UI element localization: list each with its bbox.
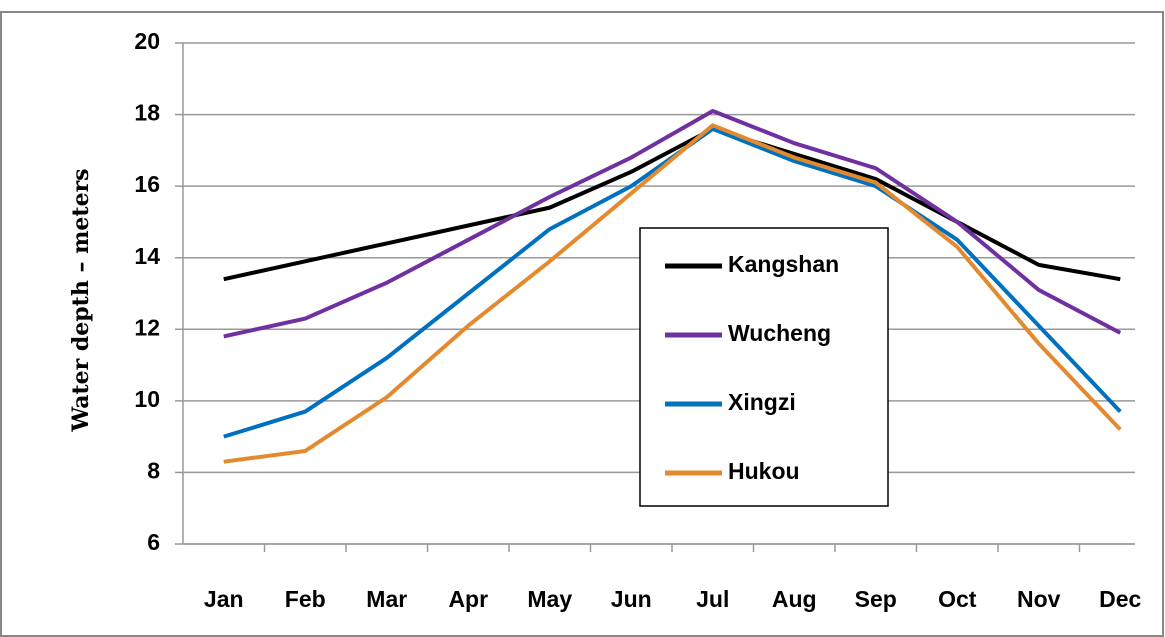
x-tick-label: Feb <box>285 586 326 612</box>
legend-label: Kangshan <box>728 251 839 277</box>
x-tick-label: Apr <box>448 586 488 612</box>
legend-label: Wucheng <box>728 320 831 346</box>
y-tick-label: 14 <box>134 243 160 269</box>
x-tick-label: Jun <box>611 586 652 612</box>
line-series <box>223 123 1122 464</box>
x-tick-label: May <box>527 586 572 612</box>
legend-label: Xingzi <box>728 389 796 415</box>
x-tick-label: Jan <box>204 586 244 612</box>
x-tick-label: Oct <box>938 586 977 612</box>
x-tick-label: Sep <box>855 586 897 612</box>
y-tick-label: 20 <box>134 28 160 54</box>
y-tick-label: 12 <box>134 314 160 340</box>
y-tick-label: 18 <box>134 100 160 126</box>
y-axis-label: Water depth – meters <box>68 168 94 432</box>
line-series <box>223 126 1121 282</box>
legend-box <box>639 227 889 507</box>
frame <box>0 11 1164 637</box>
y-tick-label: 8 <box>147 458 160 484</box>
x-tick-label: Dec <box>1099 586 1141 612</box>
x-tick-label: Jul <box>696 586 729 612</box>
x-tick-label: Aug <box>772 586 817 612</box>
legend-label: Hukou <box>728 458 800 484</box>
y-tick-label: 16 <box>134 171 160 197</box>
x-tick-label: Mar <box>366 586 407 612</box>
line-series <box>223 108 1122 339</box>
y-tick-label: 6 <box>147 529 160 555</box>
x-tick-label: Nov <box>1017 586 1061 612</box>
y-tick-label: 10 <box>134 386 160 412</box>
